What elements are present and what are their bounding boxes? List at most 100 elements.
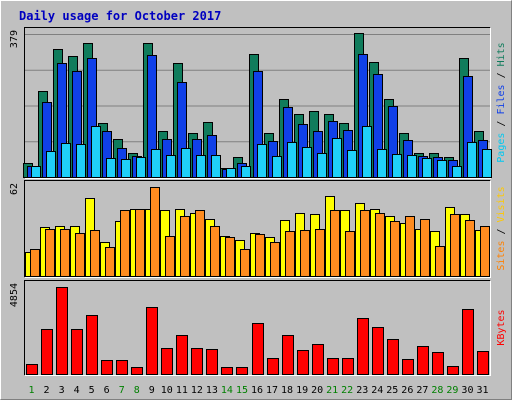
bar-sites-day-7	[120, 210, 130, 277]
bar-pages-day-4	[76, 144, 86, 178]
bar-sites-day-23	[360, 210, 370, 277]
bar-sites-day-10	[165, 236, 175, 277]
bar-kbytes-day-9	[146, 307, 158, 375]
y-max-label: 62	[9, 183, 20, 195]
bar-kbytes-day-29	[447, 366, 459, 375]
bar-pages-day-14	[226, 168, 236, 178]
day-label: 16	[251, 385, 263, 396]
legend-entry: /	[496, 66, 507, 84]
day-label: 9	[149, 385, 155, 396]
legend-entry: Hits	[496, 42, 507, 66]
bar-pages-day-6	[106, 158, 116, 178]
bar-kbytes-day-17	[267, 358, 279, 375]
panel-legend: Pages / Files / Hits	[496, 42, 507, 162]
bar-pages-day-31	[482, 149, 492, 178]
legend-entry: /	[496, 115, 507, 133]
bar-kbytes-day-4	[71, 329, 83, 375]
day-label: 31	[476, 385, 488, 396]
bar-pages-day-29	[452, 166, 462, 178]
bar-kbytes-day-23	[357, 318, 369, 375]
bar-kbytes-day-30	[462, 309, 474, 375]
bar-sites-day-30	[465, 220, 475, 277]
bar-kbytes-day-24	[372, 327, 384, 375]
bar-kbytes-day-1	[26, 364, 38, 375]
bar-sites-day-3	[60, 229, 70, 277]
plot-border-light	[24, 280, 491, 376]
day-axis-labels: 1 2 3 4 5 6 7 8 9 10 11 12 13 14 15 16 17 18 19 20 21 22 23 24 2…	[29, 385, 489, 396]
bar-kbytes-day-2	[41, 329, 53, 375]
day-label: 10	[161, 385, 173, 396]
bar-pages-day-16	[257, 144, 267, 178]
bar-sites-day-16	[255, 234, 265, 277]
bar-kbytes-day-7	[116, 360, 128, 375]
day-label: 25	[386, 385, 398, 396]
bar-pages-day-11	[181, 148, 191, 178]
day-label: 6	[104, 385, 110, 396]
bar-sites-day-22	[345, 231, 355, 277]
panel-visits-sites: 62 Sites / Visits	[9, 180, 507, 278]
day-label: 19	[296, 385, 308, 396]
bar-sites-day-14	[225, 237, 235, 277]
bar-pages-day-26	[407, 155, 417, 178]
bar-pages-day-3	[61, 143, 71, 178]
day-label: 18	[281, 385, 293, 396]
day-label: 11	[176, 385, 188, 396]
day-label: 8	[134, 385, 140, 396]
bar-pages-day-9	[151, 149, 161, 178]
bar-sites-day-4	[75, 233, 85, 277]
bar-pages-day-2	[46, 151, 56, 178]
bar-sites-day-6	[105, 247, 115, 277]
bar-kbytes-day-12	[191, 348, 203, 375]
bar-kbytes-day-22	[342, 358, 354, 375]
day-label: 21	[326, 385, 338, 396]
bar-sites-day-28	[435, 246, 445, 277]
day-label: 2	[44, 385, 50, 396]
day-label: 14	[221, 385, 233, 396]
panel-legend: Sites / Visits	[496, 186, 507, 270]
day-label: 24	[371, 385, 383, 396]
bar-sites-day-24	[375, 213, 385, 277]
bar-kbytes-day-11	[176, 335, 188, 375]
bar-kbytes-day-3	[56, 287, 68, 375]
bar-sites-day-29	[450, 214, 460, 277]
bar-pages-day-17	[272, 156, 282, 178]
bar-sites-day-25	[390, 221, 400, 277]
bar-sites-day-26	[405, 216, 415, 277]
bar-pages-day-1	[31, 166, 41, 178]
bar-pages-day-13	[211, 155, 221, 178]
bar-pages-day-28	[437, 160, 447, 178]
bar-kbytes-day-18	[282, 335, 294, 375]
day-label: 22	[341, 385, 353, 396]
bar-pages-day-10	[166, 155, 176, 178]
bar-kbytes-day-14	[221, 367, 233, 375]
y-max-label: 379	[9, 30, 20, 48]
legend-entry: Sites	[496, 241, 507, 271]
bar-sites-day-5	[90, 230, 100, 277]
day-label: 28	[431, 385, 443, 396]
bar-kbytes-day-6	[101, 360, 113, 375]
bar-pages-day-30	[467, 142, 477, 178]
bar-kbytes-day-20	[312, 344, 324, 375]
bar-kbytes-day-10	[161, 348, 173, 375]
bar-kbytes-day-8	[131, 367, 143, 375]
plot-border-light	[24, 180, 491, 278]
bar-kbytes-day-5	[86, 315, 98, 375]
bar-sites-day-13	[210, 226, 220, 277]
bar-sites-day-8	[135, 209, 145, 277]
legend-entry: /	[496, 222, 507, 240]
chart-title: Daily usage for October 2017	[19, 9, 221, 23]
plot-border-dark	[24, 280, 491, 376]
bar-sites-day-21	[330, 210, 340, 277]
day-label: 26	[401, 385, 413, 396]
bar-sites-day-15	[240, 249, 250, 277]
bar-kbytes-day-16	[252, 323, 264, 375]
bar-pages-day-19	[302, 147, 312, 178]
legend-entry: KBytes	[496, 309, 507, 345]
bar-sites-day-17	[270, 242, 280, 277]
legend-entry: Files	[496, 84, 507, 114]
bar-pages-day-18	[287, 142, 297, 178]
day-label: 5	[89, 385, 95, 396]
